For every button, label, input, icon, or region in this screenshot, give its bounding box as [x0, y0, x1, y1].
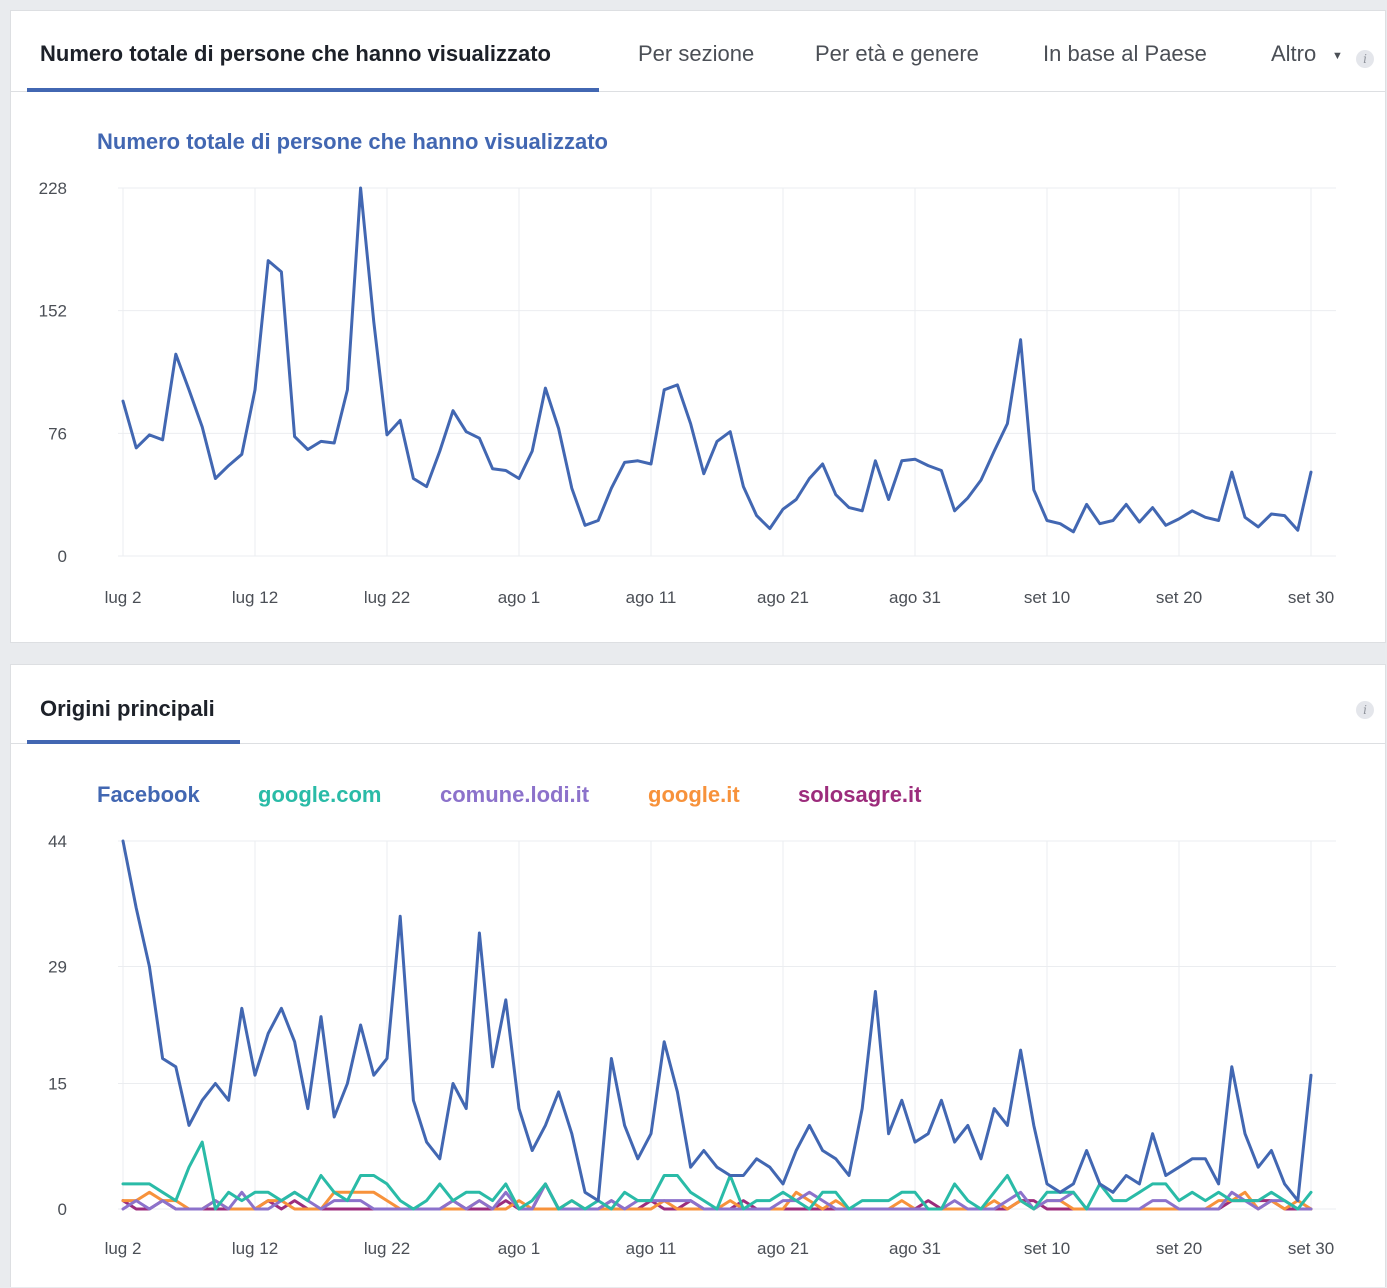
x-tick-label: set 30	[1288, 588, 1334, 607]
tab-per-section[interactable]: Per sezione	[638, 41, 755, 66]
y-tick-label: 15	[48, 1075, 67, 1094]
x-tick-label: set 10	[1024, 1239, 1070, 1258]
x-tick-label: lug 12	[232, 588, 278, 607]
info-icon[interactable]: i	[1356, 50, 1374, 68]
chart-title: Numero totale di persone che hanno visua…	[97, 129, 608, 154]
top-tabbar: Numero totale di persone che hanno visua…	[11, 11, 1385, 92]
info-icon[interactable]: i	[1356, 701, 1374, 719]
series-line-facebook	[121, 839, 1313, 1203]
series-line-google-com	[121, 1140, 1313, 1211]
x-tick-label: ago 11	[626, 1239, 677, 1258]
x-tick-label: ago 31	[889, 1239, 941, 1258]
x-tick-label: lug 12	[232, 1239, 278, 1258]
legend-comune-lodi-it[interactable]: comune.lodi.it	[440, 782, 590, 807]
top-chart-panel: Numero totale di persone che hanno visua…	[10, 10, 1386, 643]
x-tick-label: set 20	[1156, 1239, 1202, 1258]
bottom-chart-panel: Origini principali i Facebook google.com…	[10, 664, 1386, 1287]
bottom-tabbar: Origini principali i	[11, 665, 1385, 744]
active-tab-indicator	[27, 740, 240, 744]
y-tick-label: 228	[39, 179, 67, 198]
x-tick-label: set 20	[1156, 588, 1202, 607]
tab-more[interactable]: Altro	[1271, 41, 1317, 66]
series-line-numero-totale-di-persone-che-hanno-visualizzato	[121, 186, 1313, 534]
x-tick-label: ago 1	[498, 1239, 541, 1258]
x-tick-label: ago 21	[757, 588, 809, 607]
y-tick-label: 29	[48, 957, 67, 976]
caret-down-icon[interactable]: ▼	[1332, 50, 1343, 62]
x-tick-label: ago 21	[757, 1239, 809, 1258]
y-tick-label: 0	[58, 547, 67, 566]
x-tick-label: set 30	[1288, 1239, 1334, 1258]
x-tick-label: ago 11	[626, 588, 677, 607]
x-tick-label: lug 22	[364, 1239, 410, 1258]
y-tick-label: 44	[48, 832, 67, 851]
legend-google-it[interactable]: google.it	[648, 782, 740, 807]
y-tick-label: 152	[39, 302, 67, 321]
x-tick-label: lug 2	[105, 588, 142, 607]
y-tick-label: 76	[48, 424, 67, 443]
tab-top-sources[interactable]: Origini principali	[40, 696, 215, 721]
top-sources-line-chart: 0 15 29 44 lug 2 lug 12 lug 22 ago 1 ago 11 ago 2…	[48, 832, 1336, 1258]
legend-solosagre-it[interactable]: solosagre.it	[798, 782, 922, 807]
tab-age-gender[interactable]: Per età e genere	[815, 41, 979, 66]
x-tick-label: ago 1	[498, 588, 541, 607]
x-tick-label: set 10	[1024, 588, 1070, 607]
x-tick-label: lug 22	[364, 588, 410, 607]
x-tick-label: lug 2	[105, 1239, 142, 1258]
legend-facebook[interactable]: Facebook	[97, 782, 200, 807]
tab-total-viewers[interactable]: Numero totale di persone che hanno visua…	[40, 41, 551, 66]
active-tab-indicator	[27, 88, 599, 92]
tab-country[interactable]: In base al Paese	[1043, 41, 1207, 66]
x-tick-label: ago 31	[889, 588, 941, 607]
y-tick-label: 0	[58, 1200, 67, 1219]
legend-google-com[interactable]: google.com	[258, 782, 382, 807]
total-viewers-line-chart: 0 76 152 228 lug 2 lug 12 lug 22 ago 1 ago 11 ago…	[39, 179, 1336, 607]
